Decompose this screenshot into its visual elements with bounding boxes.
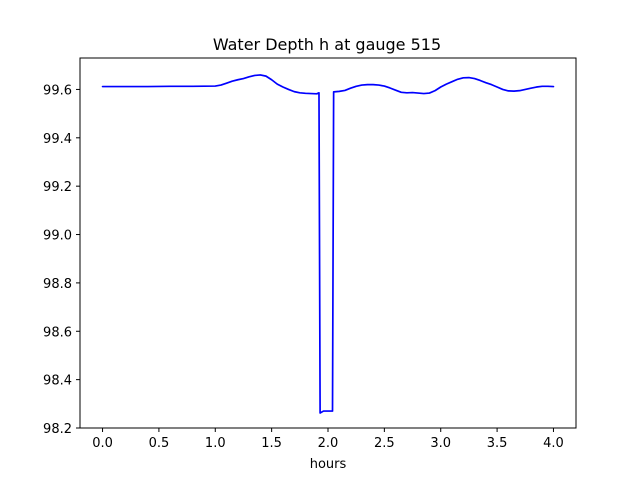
axes-frame bbox=[79, 57, 577, 429]
chart-title: Water Depth h at gauge 515 bbox=[213, 35, 441, 54]
y-tick-label: 99.6 bbox=[43, 83, 72, 98]
x-tick-label: 4.0 bbox=[543, 436, 564, 451]
y-tick-label: 98.8 bbox=[43, 277, 72, 292]
x-tick-label: 0.0 bbox=[92, 436, 113, 451]
x-tick-label: 0.5 bbox=[149, 436, 170, 451]
y-tick-label: 99.0 bbox=[43, 229, 72, 244]
x-tick-label: 2.5 bbox=[374, 436, 395, 451]
x-axis-label: hours bbox=[310, 457, 347, 472]
y-tick-label: 99.4 bbox=[43, 132, 72, 147]
x-tick-label: 3.0 bbox=[430, 436, 451, 451]
x-tick-label: 1.0 bbox=[205, 436, 226, 451]
y-tick-label: 98.6 bbox=[43, 325, 72, 340]
y-tick-label: 98.4 bbox=[43, 374, 72, 389]
y-axis: 98.2 98.4 98.6 98.8 99.0 99.2 99.4 99.6 bbox=[43, 83, 80, 437]
x-tick-label: 2.0 bbox=[318, 436, 339, 451]
x-tick-label: 1.5 bbox=[261, 436, 282, 451]
plot-area bbox=[101, 74, 555, 414]
x-axis: 0.0 0.5 1.0 1.5 2.0 2.5 3.0 3.5 4.0 bbox=[92, 428, 564, 451]
x-tick-label: 3.5 bbox=[487, 436, 508, 451]
y-tick-label: 99.2 bbox=[43, 180, 72, 195]
series-line bbox=[101, 74, 555, 414]
y-tick-label: 98.2 bbox=[43, 422, 72, 437]
